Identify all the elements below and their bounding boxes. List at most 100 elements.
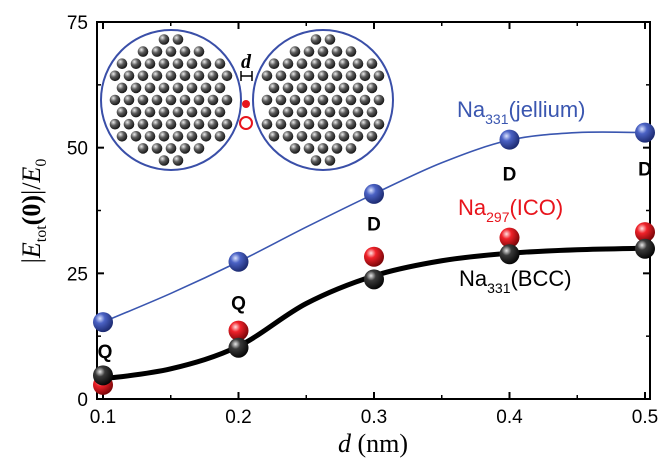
atom <box>179 94 191 106</box>
atom <box>352 131 364 142</box>
atom <box>296 106 308 118</box>
atom <box>268 58 280 69</box>
axes: 0.1 0.2 0.3 0.4 0.5 0 25 50 75 <box>67 13 658 428</box>
probe-point-filled <box>242 100 250 108</box>
atom <box>366 82 378 94</box>
atom <box>331 118 343 130</box>
atom <box>151 143 163 154</box>
annotations: Q Q D D D <box>98 159 652 362</box>
left-sphere-outline <box>100 29 242 171</box>
y-tick-label-1: 25 <box>67 264 88 285</box>
atom <box>179 70 191 82</box>
point-jellium-0 <box>93 312 113 333</box>
atom <box>137 118 149 130</box>
atom <box>310 82 322 94</box>
atom <box>282 58 294 69</box>
atom <box>123 94 135 106</box>
x-tick-label-4: 0.5 <box>632 407 658 428</box>
atom <box>373 118 385 130</box>
atom <box>207 70 219 82</box>
point-ico-4 <box>635 222 655 243</box>
atom <box>324 82 336 94</box>
atom <box>200 58 212 69</box>
atom <box>317 70 329 82</box>
point-bcc-4 <box>635 238 655 259</box>
atom <box>130 131 142 142</box>
atom <box>289 143 301 154</box>
atom <box>144 58 156 69</box>
atom <box>331 143 343 154</box>
atom <box>221 118 233 130</box>
point-bcc-3 <box>499 244 520 265</box>
atom <box>261 70 273 82</box>
atom <box>137 143 149 154</box>
data-points <box>93 122 655 395</box>
atom <box>324 106 336 118</box>
atom <box>296 131 308 142</box>
atom <box>158 34 170 45</box>
atom <box>373 70 385 82</box>
atom <box>324 155 336 166</box>
atom <box>221 94 233 106</box>
atom <box>158 106 170 118</box>
inset-nanosphere-dimer: d <box>100 29 394 171</box>
atom <box>158 58 170 69</box>
atom <box>172 58 184 69</box>
point-ico-2 <box>364 246 384 267</box>
plot-frame <box>96 21 651 400</box>
annotation-D-3: D <box>503 164 517 185</box>
atom <box>310 155 322 166</box>
atom <box>331 46 343 57</box>
atom <box>275 118 287 130</box>
atom <box>282 82 294 94</box>
atom <box>289 46 301 57</box>
atom <box>359 94 371 106</box>
atom <box>331 94 343 106</box>
atom <box>310 131 322 142</box>
atom <box>275 70 287 82</box>
atom <box>165 46 177 57</box>
atom <box>172 131 184 142</box>
y-tick-label-3: 75 <box>67 13 88 34</box>
series-label-ico: Na297(ICO) <box>458 195 563 225</box>
atom <box>144 106 156 118</box>
atom <box>109 118 121 130</box>
atom <box>193 118 205 130</box>
annotation-Q-0: Q <box>98 342 113 363</box>
atom <box>214 106 226 118</box>
atom <box>200 82 212 94</box>
atom <box>123 70 135 82</box>
atom <box>338 58 350 69</box>
atom <box>165 118 177 130</box>
atom <box>165 143 177 154</box>
y-tick-label-0: 0 <box>77 390 88 411</box>
atom <box>338 106 350 118</box>
atom <box>352 58 364 69</box>
atom <box>116 58 128 69</box>
x-axis-title: d (nm) <box>338 429 408 458</box>
atom <box>172 106 184 118</box>
atom <box>193 70 205 82</box>
atom <box>261 94 273 106</box>
atom <box>282 106 294 118</box>
atom <box>172 34 184 45</box>
atom <box>345 70 357 82</box>
atom <box>193 94 205 106</box>
atom <box>310 34 322 45</box>
atom <box>268 82 280 94</box>
atom <box>366 131 378 142</box>
atom <box>345 94 357 106</box>
atom <box>144 82 156 94</box>
atom <box>130 58 142 69</box>
atom <box>317 46 329 57</box>
atom <box>366 106 378 118</box>
atom <box>137 94 149 106</box>
atom <box>359 70 371 82</box>
atom <box>116 106 128 118</box>
atom <box>268 131 280 142</box>
atom <box>352 106 364 118</box>
atom <box>268 106 280 118</box>
gap-label: d <box>241 51 252 73</box>
atom <box>289 70 301 82</box>
point-bcc-2 <box>364 269 384 290</box>
